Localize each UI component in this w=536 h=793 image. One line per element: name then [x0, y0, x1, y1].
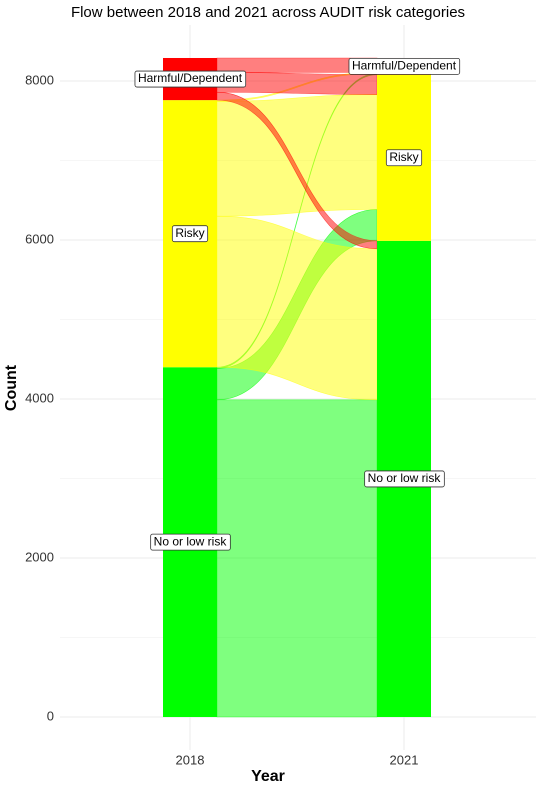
- flow: [216, 94, 378, 217]
- y-tick-label: 2000: [25, 549, 54, 564]
- stratum-label: Harmful/Dependent: [134, 70, 247, 88]
- stratum-label-text: Harmful/Dependent: [352, 59, 457, 73]
- stratum-label: No or low risk: [364, 470, 445, 488]
- stratum-label: Risky: [171, 225, 209, 243]
- label-box: [364, 470, 445, 488]
- stratum-label-text: No or low risk: [368, 471, 442, 485]
- label-box: [150, 533, 231, 551]
- stratum-label-text: No or low risk: [154, 534, 228, 548]
- y-tick-label: 0: [47, 708, 54, 723]
- label-box: [171, 225, 209, 243]
- flow: [216, 399, 378, 718]
- stratum-label: No or low risk: [150, 533, 231, 551]
- label-box: [385, 149, 423, 167]
- stratum-label-text: Risky: [389, 150, 418, 164]
- x-tick-label: 2018: [176, 752, 205, 767]
- x-axis-title: Year: [251, 768, 285, 785]
- chart-title: Flow between 2018 and 2021 across AUDIT …: [71, 4, 465, 21]
- x-tick-label: 2021: [390, 752, 419, 767]
- y-tick-label: 6000: [25, 231, 54, 246]
- stratum-label-text: Harmful/Dependent: [138, 71, 243, 85]
- stratum-label-text: Risky: [175, 226, 204, 240]
- y-tick-label: 8000: [25, 72, 54, 87]
- stratum-label: Risky: [385, 149, 423, 167]
- flows: [216, 57, 378, 718]
- label-box: [348, 57, 461, 75]
- y-axis-title: Count: [3, 364, 20, 411]
- y-tick-label: 4000: [25, 390, 54, 405]
- stratum-label: Harmful/Dependent: [348, 57, 461, 75]
- label-box: [134, 70, 247, 88]
